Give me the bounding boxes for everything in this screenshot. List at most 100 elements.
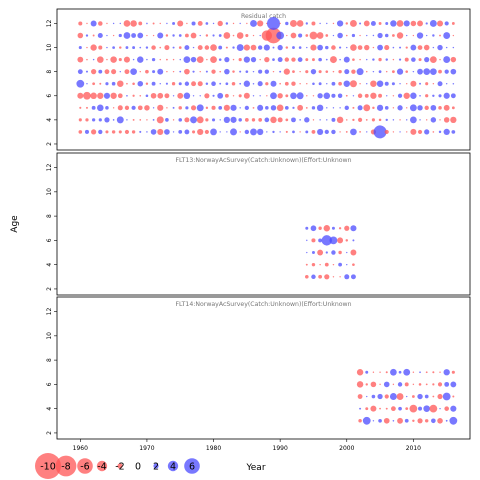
residual-point <box>305 130 309 134</box>
residual-point <box>91 105 96 110</box>
residual-point <box>178 106 182 110</box>
residual-point <box>359 131 361 133</box>
residual-point <box>232 34 235 37</box>
y-tick-label: 2 <box>46 287 53 291</box>
residual-point <box>205 106 209 109</box>
residual-point <box>256 128 264 136</box>
residual-point <box>165 118 169 122</box>
residual-point <box>285 118 289 122</box>
residual-point <box>386 95 388 97</box>
residual-point <box>184 45 190 51</box>
residual-point <box>123 20 131 27</box>
residual-point <box>384 45 390 51</box>
residual-point <box>384 81 389 86</box>
residual-point <box>332 22 335 25</box>
residual-point <box>257 81 263 87</box>
residual-point <box>318 274 323 279</box>
residual-point <box>432 83 435 85</box>
residual-point <box>371 118 375 122</box>
residual-point <box>183 92 191 100</box>
residual-point <box>124 129 130 135</box>
residual-point <box>336 20 344 27</box>
residual-point <box>370 21 376 26</box>
residual-point <box>212 94 215 97</box>
residual-point <box>224 93 229 98</box>
y-tick-label: 10 <box>46 188 53 196</box>
residual-point <box>118 130 122 134</box>
residual-point <box>412 383 415 386</box>
residual-point <box>391 70 395 74</box>
residual-point <box>224 57 230 63</box>
residual-point <box>286 34 288 37</box>
residual-point <box>270 80 277 87</box>
residual-point <box>219 119 221 121</box>
residual-point <box>399 83 401 85</box>
residual-point <box>97 56 104 63</box>
residual-point <box>345 34 348 37</box>
residual-point <box>331 226 335 230</box>
residual-point <box>445 83 448 85</box>
residual-point <box>437 382 443 387</box>
residual-point <box>210 56 217 63</box>
residual-point <box>99 82 102 85</box>
residual-point <box>298 33 303 38</box>
residual-point <box>311 238 316 243</box>
residual-point <box>417 68 423 75</box>
legend-bubble <box>184 458 200 474</box>
residual-point <box>119 46 122 49</box>
residual-point <box>310 68 317 75</box>
residual-point <box>259 95 261 97</box>
residual-point <box>265 82 269 86</box>
residual-point <box>211 81 216 87</box>
residual-point <box>85 106 88 109</box>
residual-point <box>266 131 268 133</box>
residual-point <box>223 32 231 39</box>
residual-point <box>405 407 409 411</box>
residual-point <box>97 92 104 99</box>
y-axis-label: Age <box>10 215 20 233</box>
residual-point <box>152 22 155 25</box>
residual-point <box>243 44 250 51</box>
residual-point <box>123 56 130 63</box>
residual-point <box>264 117 270 123</box>
residual-point <box>443 117 450 123</box>
residual-point <box>432 94 435 97</box>
residual-point <box>119 70 121 73</box>
residual-point <box>225 22 229 25</box>
residual-point <box>331 81 336 86</box>
residual-point <box>432 46 435 49</box>
residual-point <box>378 118 382 122</box>
residual-point <box>157 128 164 135</box>
residual-point <box>305 34 309 37</box>
residual-point <box>191 81 197 87</box>
legend-label: -4 <box>97 462 106 473</box>
residual-point <box>426 34 428 37</box>
residual-point <box>372 58 375 61</box>
residual-point <box>285 94 289 98</box>
residual-point <box>430 104 437 111</box>
residual-point <box>126 94 128 97</box>
residual-point <box>132 118 135 121</box>
residual-point <box>411 57 416 62</box>
residual-point <box>164 93 170 99</box>
residual-point <box>359 407 362 410</box>
residual-point <box>396 32 404 39</box>
residual-point <box>310 225 317 232</box>
residual-point <box>312 95 315 97</box>
x-axis-label: Year <box>245 463 265 473</box>
residual-point <box>279 70 282 73</box>
residual-point <box>292 106 295 109</box>
residual-point <box>312 58 315 62</box>
residual-point <box>331 250 336 255</box>
residual-point <box>299 83 301 85</box>
residual-point <box>252 106 255 109</box>
residual-point <box>192 46 195 49</box>
legend-bubble <box>96 460 108 472</box>
residual-point <box>144 105 150 111</box>
residual-point <box>165 34 169 37</box>
y-tick-label: 6 <box>46 94 53 98</box>
residual-point <box>318 82 322 86</box>
residual-point <box>331 129 336 135</box>
residual-point <box>190 116 198 124</box>
